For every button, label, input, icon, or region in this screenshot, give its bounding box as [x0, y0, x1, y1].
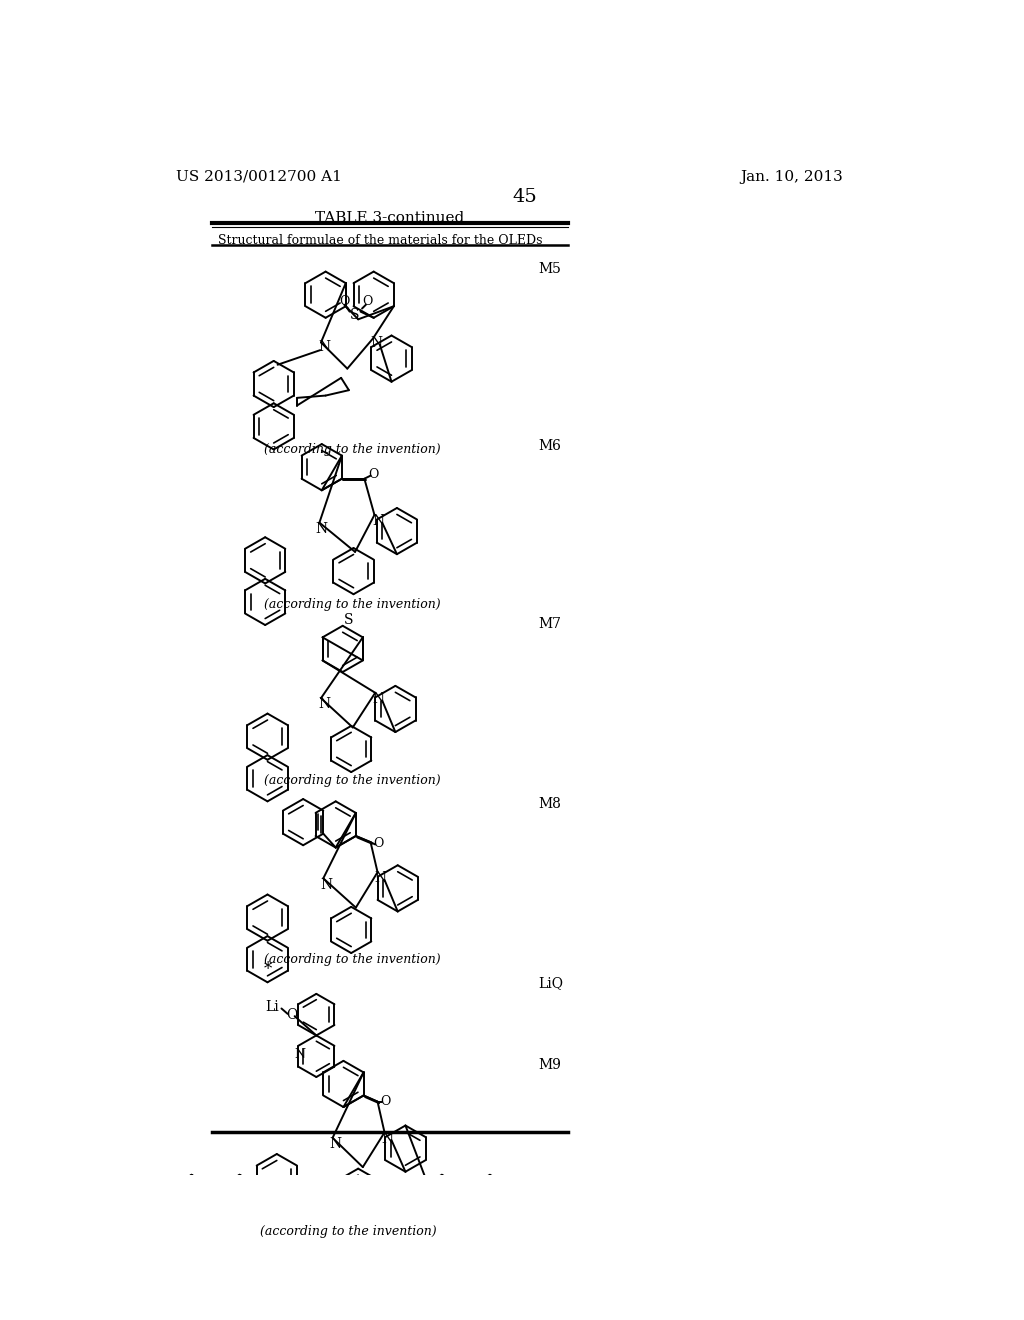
- Text: N: N: [318, 697, 330, 711]
- Text: Li: Li: [265, 1001, 279, 1014]
- Text: N: N: [330, 1137, 342, 1151]
- Text: N: N: [321, 878, 333, 891]
- Text: N: N: [315, 521, 328, 536]
- Text: N: N: [382, 1131, 393, 1146]
- Text: N: N: [375, 871, 387, 886]
- Text: N: N: [295, 1048, 305, 1061]
- Text: O: O: [373, 837, 384, 850]
- Text: (according to the invention): (according to the invention): [263, 953, 440, 966]
- Text: N: N: [318, 341, 330, 354]
- Text: M8: M8: [539, 797, 561, 812]
- Text: (according to the invention): (according to the invention): [263, 775, 440, 788]
- Text: (according to the invention): (according to the invention): [260, 1225, 436, 1238]
- Text: O: O: [287, 1007, 298, 1022]
- Text: (according to the invention): (according to the invention): [263, 444, 440, 457]
- Text: S: S: [344, 612, 353, 627]
- Text: M5: M5: [539, 261, 561, 276]
- Text: Jan. 10, 2013: Jan. 10, 2013: [740, 170, 843, 183]
- Text: US 2013/0012700 A1: US 2013/0012700 A1: [176, 170, 342, 183]
- Text: M9: M9: [539, 1057, 561, 1072]
- Text: (according to the invention): (according to the invention): [263, 598, 440, 611]
- Text: TABLE 3-continued: TABLE 3-continued: [315, 211, 465, 224]
- Text: O: O: [380, 1096, 390, 1109]
- Text: N: N: [373, 513, 384, 528]
- Text: N: N: [370, 337, 382, 350]
- Text: Structural formulae of the materials for the OLEDs: Structural formulae of the materials for…: [218, 234, 543, 247]
- Text: O: O: [339, 296, 349, 308]
- Text: 45: 45: [512, 187, 538, 206]
- Text: N: N: [373, 692, 384, 706]
- Text: O: O: [369, 469, 379, 482]
- Text: M7: M7: [539, 618, 562, 631]
- Text: LiQ: LiQ: [539, 977, 564, 990]
- Text: S: S: [350, 308, 359, 322]
- Text: O: O: [362, 296, 373, 308]
- Text: *: *: [263, 961, 271, 978]
- Text: M6: M6: [539, 440, 561, 454]
